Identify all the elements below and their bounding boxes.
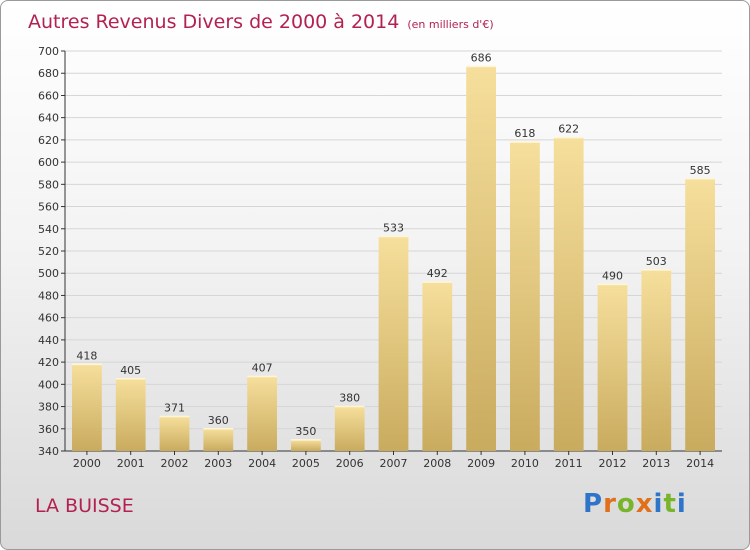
bar — [597, 284, 628, 451]
y-tick-label: 620 — [38, 134, 59, 147]
bar-value-label: 405 — [120, 364, 141, 377]
y-tick-label: 420 — [38, 356, 59, 369]
logo-letter: i — [653, 489, 664, 519]
bar-value-label: 618 — [514, 127, 535, 140]
bar — [203, 428, 234, 451]
logo-letter: i — [676, 489, 687, 519]
bar — [247, 376, 277, 451]
bar-value-label: 380 — [339, 392, 360, 405]
x-tick-label: 2009 — [467, 457, 495, 470]
bar — [422, 282, 453, 451]
chart-title-main: Autres Revenus Divers de 2000 à 2014 — [28, 11, 400, 33]
bar — [291, 439, 321, 451]
logo-letter: t — [663, 489, 677, 519]
y-tick-label: 500 — [38, 267, 59, 280]
x-tick-label: 2011 — [555, 457, 583, 470]
bar — [553, 137, 584, 451]
bar-value-label: 503 — [646, 255, 667, 268]
y-tick-label: 460 — [38, 312, 59, 325]
x-tick-label: 2003 — [204, 457, 232, 470]
x-tick-label: 2002 — [161, 457, 189, 470]
x-tick-label: 2012 — [599, 457, 627, 470]
x-tick-label: 2013 — [642, 457, 670, 470]
bar-value-label: 533 — [383, 222, 404, 235]
bar-value-label: 622 — [558, 123, 579, 136]
x-tick-label: 2001 — [117, 457, 145, 470]
chart-title: Autres Revenus Divers de 2000 à 2014 (en … — [28, 11, 494, 33]
logo-letter: o — [616, 489, 636, 519]
y-tick-label: 660 — [38, 89, 59, 102]
y-tick-label: 680 — [38, 67, 59, 80]
bar — [641, 269, 672, 451]
proxiti-logo: Proxiti — [583, 489, 687, 519]
bar — [510, 142, 540, 451]
bar-value-label: 585 — [690, 164, 711, 177]
y-tick-label: 700 — [38, 45, 59, 58]
x-tick-label: 2008 — [423, 457, 451, 470]
y-tick-label: 560 — [38, 201, 59, 214]
label-layer: 418 405 371 360 407 350 380 533 492 686 618 622 490 5… — [76, 52, 710, 438]
chart-subtitle: (en milliers d'€) — [407, 18, 494, 31]
y-tick-label: 640 — [38, 112, 59, 125]
bar-value-label: 371 — [164, 402, 185, 415]
y-tick-label: 380 — [38, 401, 59, 414]
bar-value-label: 418 — [76, 349, 97, 362]
bar-value-label: 360 — [208, 414, 229, 427]
x-tick-label: 2004 — [248, 457, 276, 470]
logo-letter: x — [635, 489, 654, 519]
x-tick-label: 2007 — [380, 457, 408, 470]
x-tick-label: 2006 — [336, 457, 364, 470]
logo-letter: P — [583, 489, 604, 519]
y-tick-label: 520 — [38, 245, 59, 258]
bar-value-label: 492 — [427, 267, 448, 280]
bar — [378, 236, 409, 451]
bar-value-label: 490 — [602, 269, 623, 282]
bar — [466, 66, 496, 452]
bar-layer — [72, 65, 715, 452]
y-tick-label: 360 — [38, 423, 59, 436]
x-tick-label: 2010 — [511, 457, 539, 470]
bar-value-label: 407 — [252, 362, 273, 375]
bar — [115, 378, 146, 451]
y-tick-label: 400 — [38, 378, 59, 391]
location-label: LA BUISSE — [35, 495, 134, 517]
y-tick-label: 540 — [38, 223, 59, 236]
bar — [685, 178, 715, 451]
y-tick-label: 480 — [38, 289, 59, 302]
y-tick-label: 580 — [38, 178, 59, 191]
y-tick-label: 340 — [38, 445, 59, 458]
bar-value-label: 350 — [295, 425, 316, 438]
bar — [334, 406, 365, 451]
x-tick-label: 2005 — [292, 457, 320, 470]
x-tick-label: 2000 — [73, 457, 101, 470]
x-tick-label: 2014 — [686, 457, 714, 470]
logo-letter: r — [603, 489, 617, 519]
bar — [72, 364, 102, 451]
y-tick-label: 440 — [38, 334, 59, 347]
bar — [159, 416, 190, 451]
y-tick-label: 600 — [38, 156, 59, 169]
bar-value-label: 686 — [471, 52, 492, 65]
